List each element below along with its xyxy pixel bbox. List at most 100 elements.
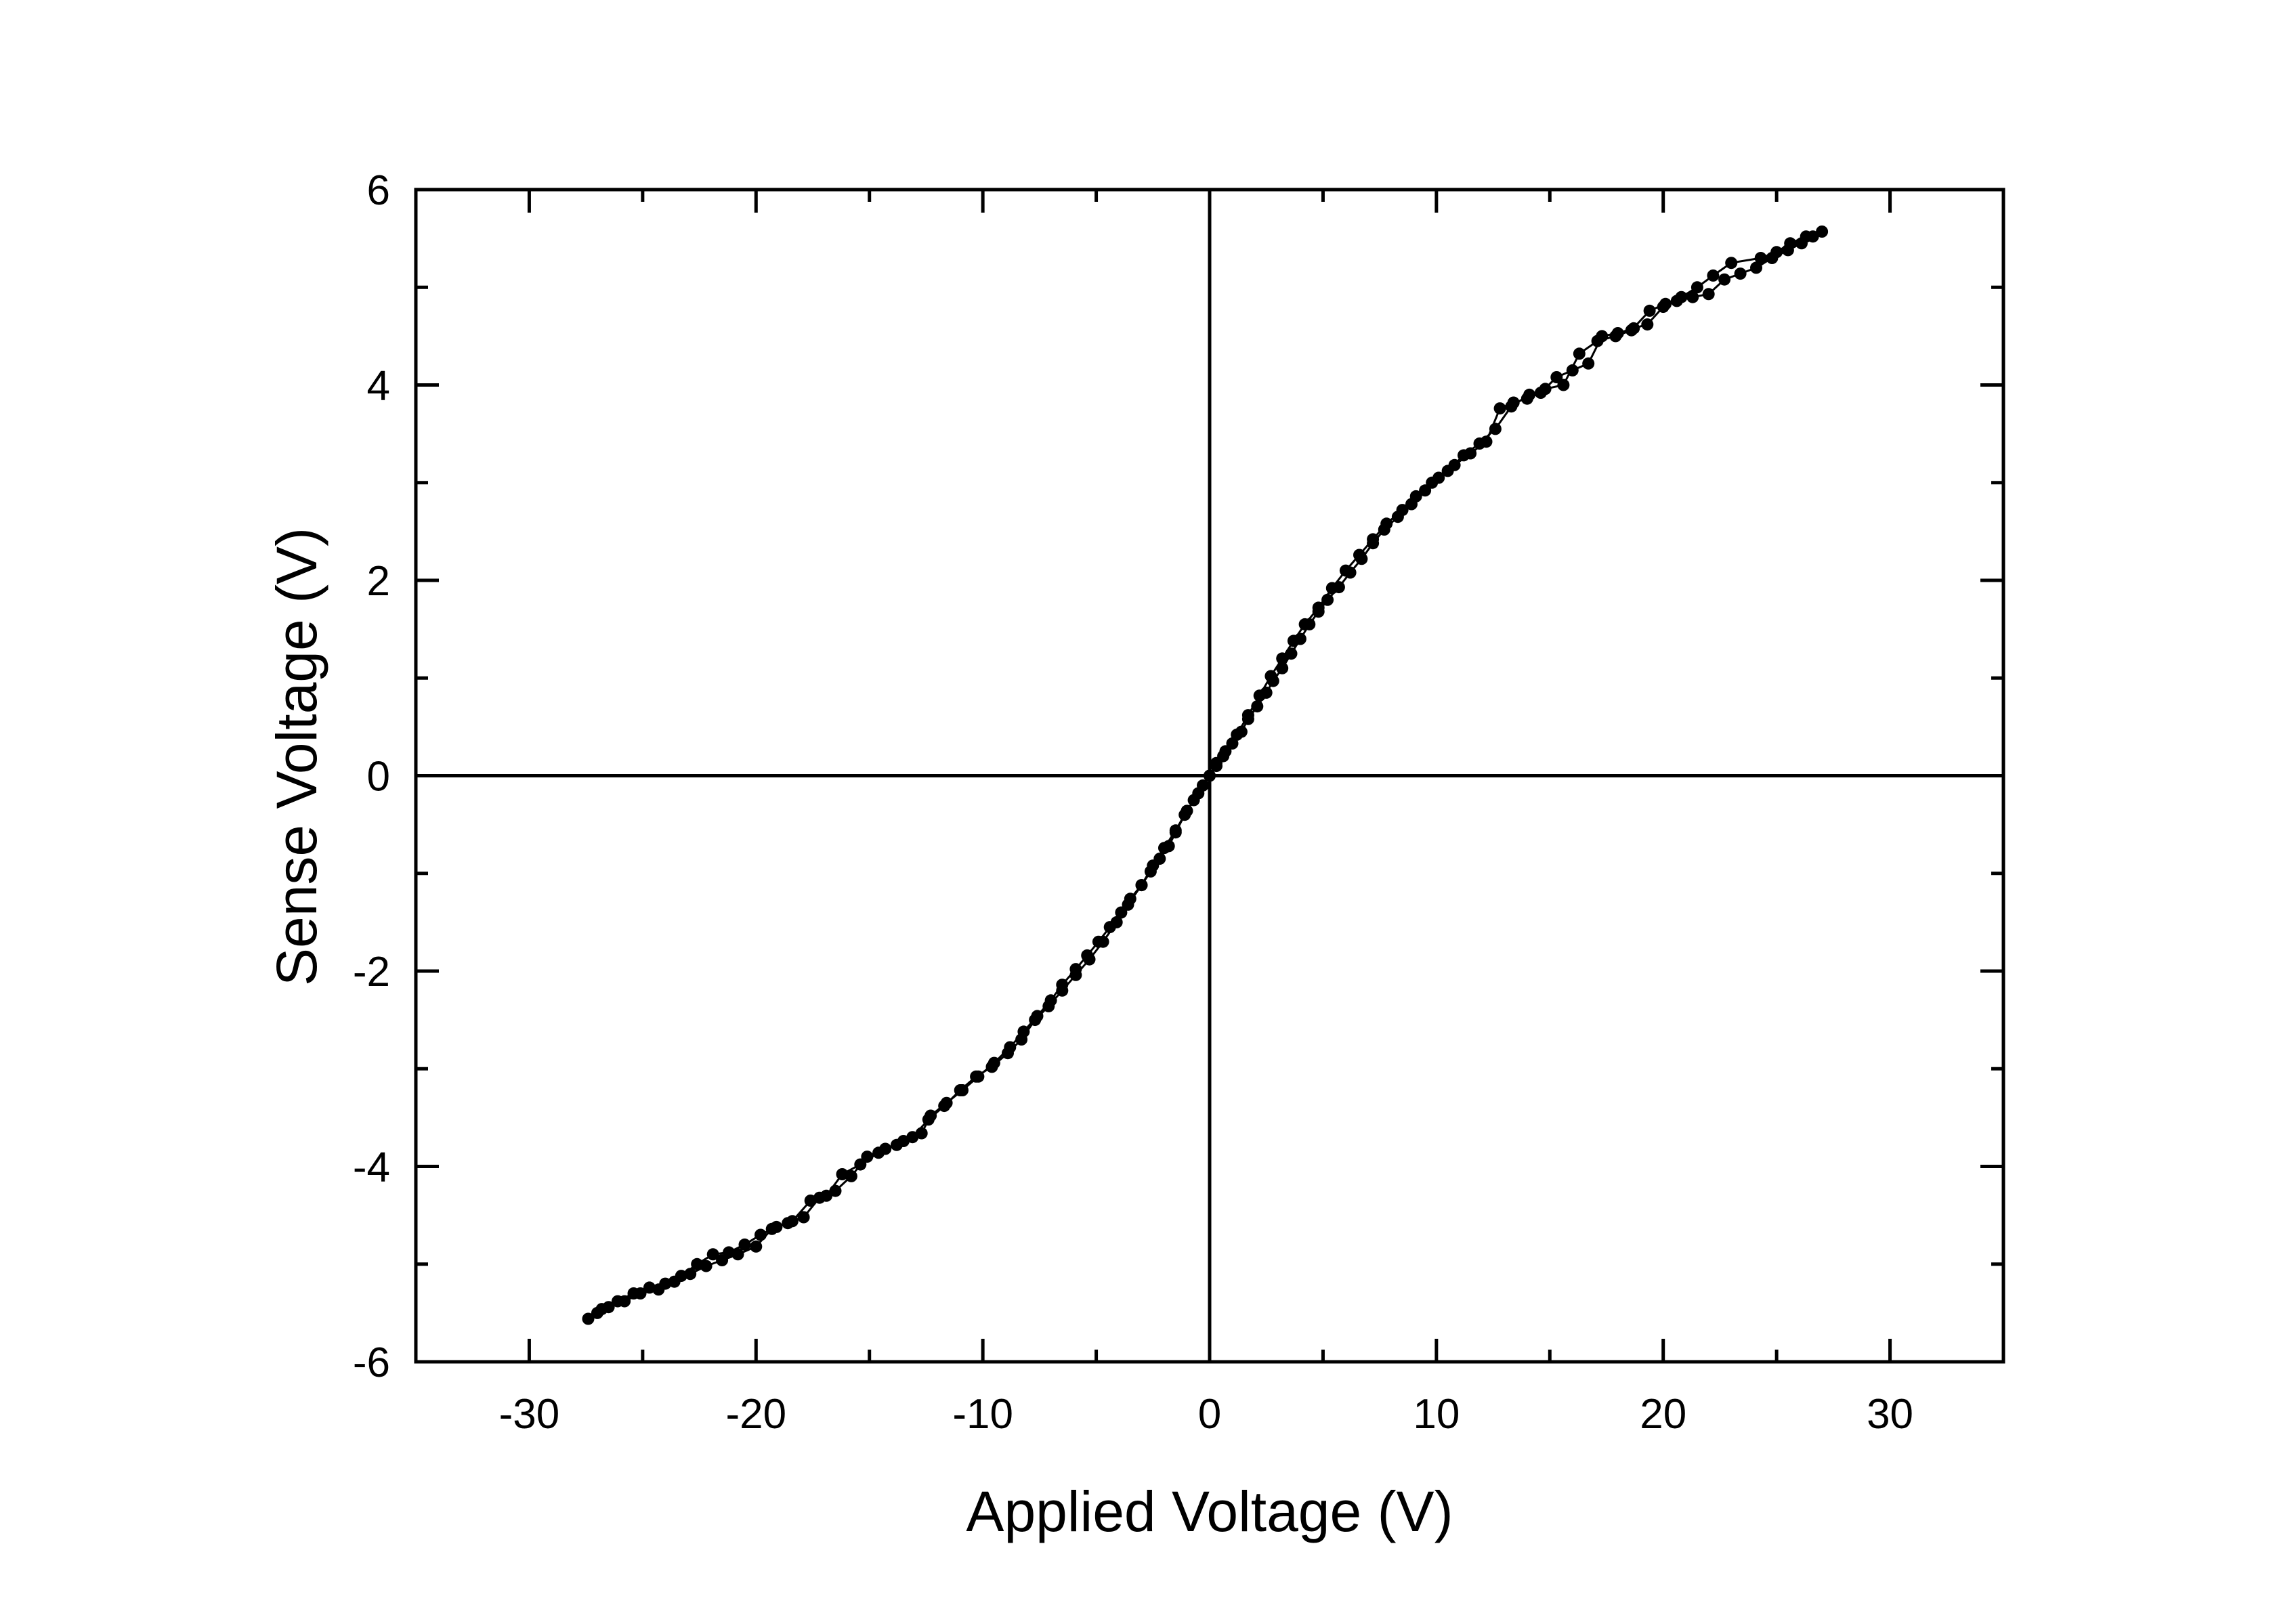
data-point <box>1312 601 1325 614</box>
data-point <box>612 1295 624 1308</box>
x-axis-title: Applied Voltage (V) <box>966 1480 1453 1543</box>
data-point <box>1276 652 1289 665</box>
series-points <box>582 225 1829 1325</box>
data-point <box>872 1146 885 1159</box>
data-point <box>750 1240 763 1253</box>
data-point <box>954 1084 966 1096</box>
data-point <box>1231 728 1243 741</box>
data-point <box>1042 1000 1055 1012</box>
data-point <box>643 1281 656 1294</box>
data-point <box>582 1312 595 1325</box>
data-point <box>1557 379 1570 391</box>
data-point <box>797 1211 810 1224</box>
y-tick-label: -4 <box>353 1144 390 1191</box>
data-point <box>706 1248 719 1261</box>
y-axis-tick-labels: -6 -4 -2 0 2 4 6 <box>353 167 390 1386</box>
x-axis-tick-labels: -30 -20 -10 0 10 20 30 <box>499 1391 1913 1438</box>
plot-frame <box>414 188 2005 1364</box>
data-point <box>820 1189 833 1202</box>
data-point <box>1115 906 1128 919</box>
data-point <box>1686 291 1699 303</box>
data-point <box>731 1248 744 1261</box>
x-axis-ticks <box>414 190 2005 1362</box>
data-point <box>836 1168 849 1180</box>
data-point <box>1083 953 1096 966</box>
data-point <box>1770 246 1783 259</box>
data-point <box>1264 670 1277 683</box>
data-point <box>1158 842 1170 855</box>
data-point <box>1287 635 1300 647</box>
data-point <box>1816 225 1829 238</box>
data-point <box>1219 745 1232 758</box>
data-point <box>1241 709 1254 722</box>
data-point <box>1523 388 1536 401</box>
y-tick-label: -2 <box>353 949 390 995</box>
data-point <box>754 1228 767 1241</box>
data-point <box>1675 291 1688 303</box>
x-tick-label: 30 <box>1867 1391 1913 1438</box>
data-point <box>1353 549 1365 561</box>
x-tick-label: -10 <box>952 1391 1013 1438</box>
data-point <box>786 1215 799 1228</box>
data-point <box>1276 662 1289 674</box>
plot-area <box>414 188 2005 1364</box>
data-point <box>700 1260 713 1272</box>
data-point <box>1784 237 1797 250</box>
data-point <box>1707 269 1720 282</box>
data-point <box>1325 582 1338 595</box>
data-point <box>922 1113 935 1126</box>
data-point <box>1641 318 1654 331</box>
data-point <box>1573 347 1586 360</box>
data-point <box>890 1138 903 1151</box>
data-point <box>1609 330 1622 343</box>
data-point <box>595 1303 608 1316</box>
data-point <box>1566 364 1579 377</box>
data-point <box>1625 324 1638 337</box>
data-point <box>1251 700 1264 713</box>
x-tick-label: -30 <box>499 1391 560 1438</box>
data-point <box>804 1195 817 1207</box>
data-point <box>1591 335 1604 347</box>
data-point <box>1169 824 1182 837</box>
y-tick-label: 4 <box>367 363 390 410</box>
data-point <box>1409 490 1422 502</box>
data-point <box>1493 402 1506 415</box>
data-point <box>1691 281 1703 294</box>
data-point <box>1253 689 1266 702</box>
data-point <box>829 1184 842 1197</box>
x-tick-label: -20 <box>725 1391 786 1438</box>
data-point <box>1473 437 1486 450</box>
x-tick-label: 20 <box>1640 1391 1686 1438</box>
data-point <box>1441 465 1454 477</box>
data-point <box>1800 230 1812 243</box>
data-point <box>1505 400 1518 413</box>
y-tick-label: -6 <box>353 1339 390 1386</box>
y-tick-label: 2 <box>367 558 390 605</box>
data-point <box>970 1070 983 1083</box>
data-point <box>1489 423 1502 435</box>
y-tick-label: 0 <box>367 754 390 800</box>
data-point <box>1056 984 1069 997</box>
data-point <box>1643 304 1656 317</box>
data-point <box>659 1277 672 1290</box>
data-point <box>1582 357 1595 370</box>
data-point <box>1725 257 1738 270</box>
data-point <box>675 1270 687 1283</box>
data-point <box>1539 383 1552 395</box>
data-point <box>1204 769 1216 782</box>
data-point <box>1321 593 1334 606</box>
data-point <box>1181 804 1193 817</box>
data-point <box>1285 647 1298 660</box>
data-point <box>1210 760 1223 773</box>
data-point <box>684 1268 697 1281</box>
data-point <box>906 1131 919 1144</box>
data-point <box>1734 267 1747 280</box>
data-point <box>691 1258 704 1270</box>
data-point <box>1002 1047 1014 1060</box>
data-point <box>985 1060 998 1073</box>
data-point <box>1339 564 1352 577</box>
data-point <box>723 1246 736 1259</box>
data-point <box>1750 261 1762 274</box>
data-point <box>1380 517 1393 530</box>
